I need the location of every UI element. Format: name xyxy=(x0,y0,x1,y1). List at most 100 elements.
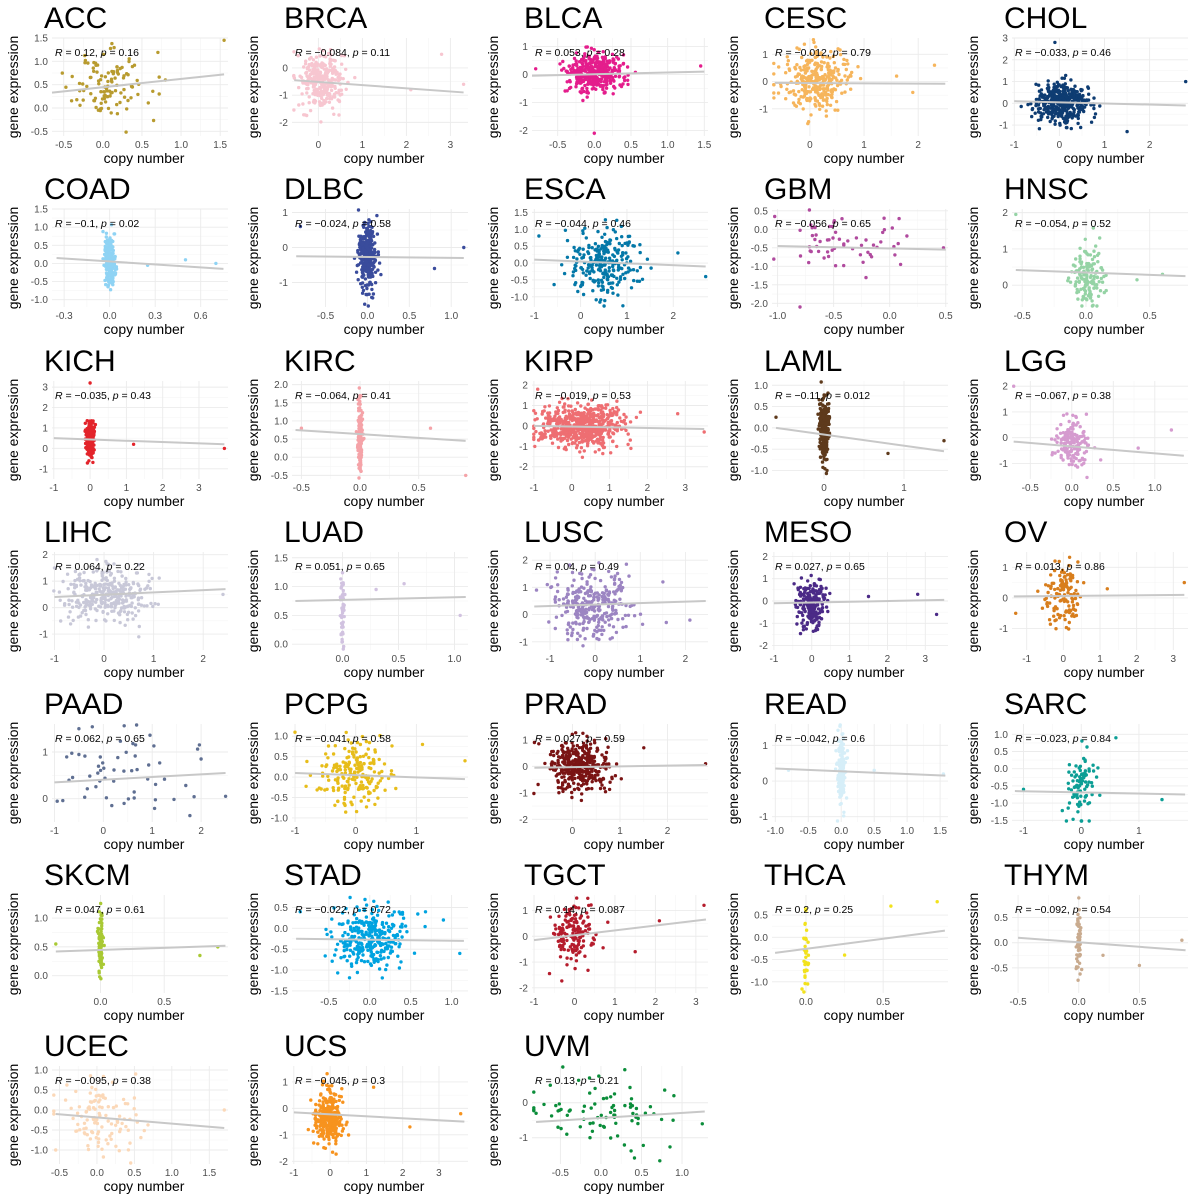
data-point xyxy=(131,593,136,598)
data-point xyxy=(1034,82,1038,86)
data-point xyxy=(571,256,576,260)
data-point xyxy=(110,41,114,46)
data-point xyxy=(532,408,536,413)
x-tick-label: 0 xyxy=(592,654,598,665)
data-point xyxy=(1074,451,1078,456)
y-tick-label: 3 xyxy=(1002,33,1008,44)
data-point xyxy=(110,277,115,282)
data-point xyxy=(818,84,822,89)
data-point xyxy=(360,268,364,272)
data-point xyxy=(136,602,141,607)
data-point xyxy=(583,83,587,88)
data-point xyxy=(222,446,227,450)
data-point xyxy=(613,74,618,78)
data-point xyxy=(1039,92,1044,96)
data-point xyxy=(323,74,328,78)
data-point xyxy=(362,273,366,278)
data-point xyxy=(567,86,572,91)
data-point xyxy=(599,410,603,415)
data-point xyxy=(583,438,587,443)
data-point xyxy=(594,298,598,302)
data-point xyxy=(1080,456,1085,460)
data-point xyxy=(1014,213,1018,217)
data-point xyxy=(608,408,612,412)
data-point xyxy=(1047,85,1051,90)
panel-title: LUAD xyxy=(284,516,364,549)
x-tick-label: 1 xyxy=(151,654,157,665)
correlation-annotation: R = 0.04, p = 0.49 xyxy=(535,562,619,573)
data-point xyxy=(363,277,368,281)
data-point xyxy=(532,437,536,441)
data-point xyxy=(596,230,600,234)
data-point xyxy=(57,590,62,594)
data-point xyxy=(811,37,816,42)
data-point xyxy=(340,640,344,644)
data-point xyxy=(824,114,829,118)
data-point xyxy=(808,584,813,588)
data-point xyxy=(340,581,344,586)
data-point xyxy=(610,422,614,426)
data-point xyxy=(62,603,67,608)
x-tick-label: 0.0 xyxy=(353,483,367,494)
x-tick-label: 0.0 xyxy=(587,140,601,151)
data-point xyxy=(1082,433,1086,438)
data-point xyxy=(98,584,103,588)
data-point xyxy=(823,450,828,454)
data-point xyxy=(318,54,322,58)
data-point xyxy=(360,291,365,296)
data-point xyxy=(70,605,75,610)
y-tick-label: 1.5 xyxy=(34,33,48,44)
data-point xyxy=(626,235,630,239)
panel-title: COAD xyxy=(44,173,131,206)
y-tick-label: 1 xyxy=(1002,245,1008,256)
data-point xyxy=(817,597,821,601)
data-point xyxy=(562,429,566,434)
y-tick-label: 3 xyxy=(42,382,48,393)
data-point xyxy=(105,568,110,573)
data-point xyxy=(786,58,791,63)
data-point xyxy=(806,579,810,583)
y-tick-label: 1 xyxy=(522,583,528,594)
data-point xyxy=(326,93,331,98)
data-point xyxy=(1085,475,1089,479)
data-point xyxy=(817,101,821,106)
data-point xyxy=(825,457,829,461)
data-point xyxy=(109,590,113,594)
data-point xyxy=(73,579,77,583)
data-point xyxy=(111,602,115,606)
data-point xyxy=(555,405,560,410)
data-point xyxy=(622,75,626,80)
y-axis-label: gene expression xyxy=(965,378,981,481)
data-point xyxy=(1104,289,1108,293)
data-point xyxy=(554,615,559,620)
y-axis-label: gene expression xyxy=(245,36,261,139)
data-point xyxy=(360,281,365,286)
data-point xyxy=(587,54,591,58)
data-point xyxy=(432,267,437,271)
data-point xyxy=(625,65,630,69)
data-point xyxy=(807,208,812,213)
data-point xyxy=(603,620,607,625)
data-point xyxy=(797,72,802,76)
data-point xyxy=(99,74,104,78)
data-point xyxy=(603,218,608,222)
data-point xyxy=(581,229,585,233)
x-tick-label: 2 xyxy=(645,483,651,494)
data-point xyxy=(571,605,576,610)
data-point xyxy=(570,584,575,588)
data-point xyxy=(1087,265,1091,269)
data-point xyxy=(575,637,580,642)
data-point xyxy=(572,411,576,416)
data-point xyxy=(1068,95,1072,100)
data-point xyxy=(461,82,466,86)
data-point xyxy=(581,621,585,626)
data-point xyxy=(586,263,591,267)
data-point xyxy=(556,445,561,449)
data-point xyxy=(620,267,624,271)
data-point xyxy=(1043,93,1047,97)
data-point xyxy=(819,52,823,56)
data-point xyxy=(92,431,96,435)
data-point xyxy=(600,244,605,249)
